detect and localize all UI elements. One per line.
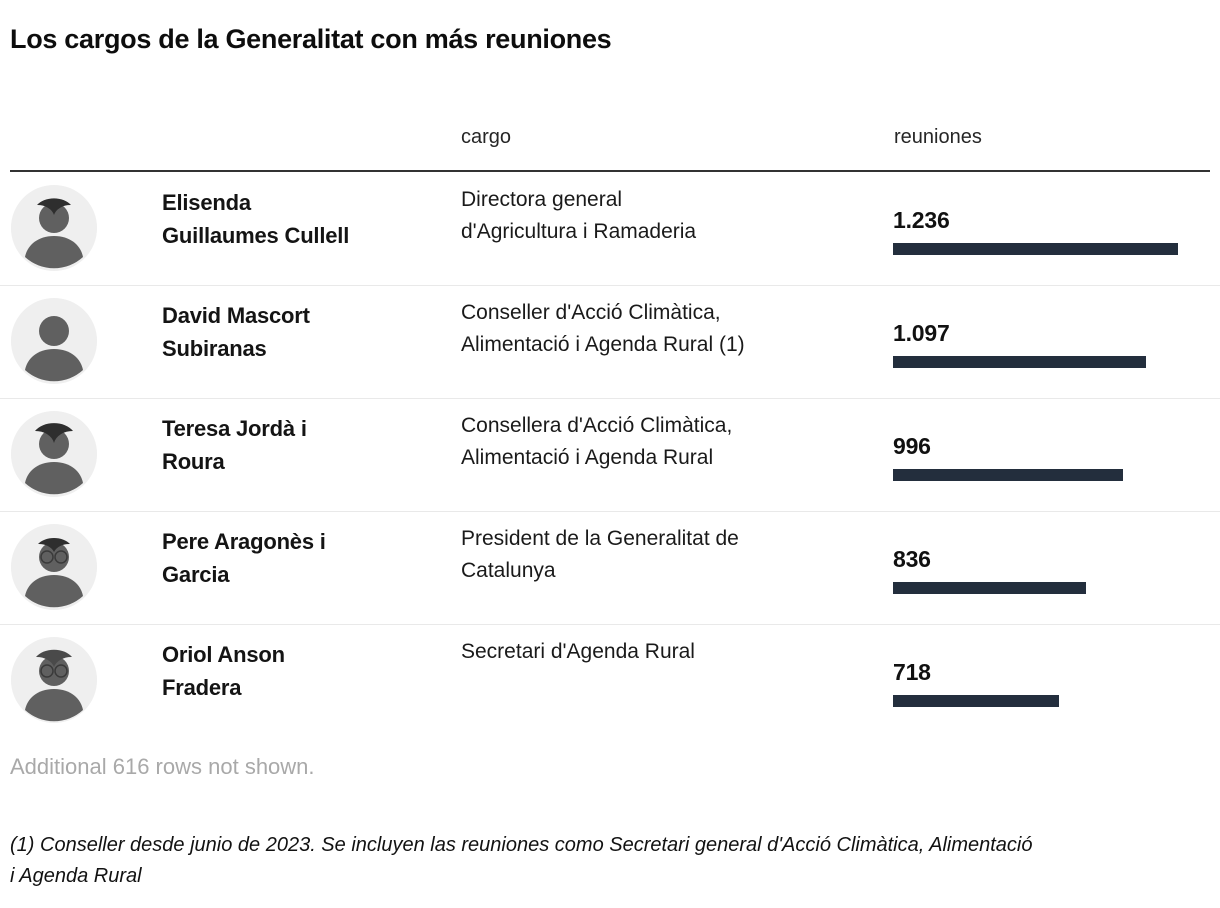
footnote: (1) Conseller desde junio de 2023. Se in… <box>10 830 1215 892</box>
table-row: Oriol Anson Fradera Secretari d'Agenda R… <box>0 625 1220 738</box>
page-title: Los cargos de la Generalitat con más reu… <box>10 24 612 54</box>
avatar <box>11 298 97 384</box>
person-photo-icon <box>11 411 97 497</box>
value-bar <box>893 243 1178 255</box>
table-row: David Mascort Subiranas Conseller d'Acci… <box>0 286 1220 399</box>
person-cargo: Conseller d'Acció Climàtica, Alimentació… <box>461 301 745 356</box>
value-bar <box>893 356 1146 368</box>
person-cargo: Consellera d'Acció Climàtica, Alimentaci… <box>461 414 733 469</box>
value-bar <box>893 582 1086 594</box>
person-name: David Mascort Subiranas <box>162 303 310 361</box>
table-body: Elisenda Guillaumes Cullell Directora ge… <box>0 173 1220 738</box>
avatar <box>11 185 97 271</box>
table-row: Teresa Jordà i Roura Consellera d'Acció … <box>0 399 1220 512</box>
avatar <box>11 637 97 723</box>
person-name: Teresa Jordà i Roura <box>162 416 307 474</box>
value-label: 1.097 <box>893 320 950 346</box>
person-photo-icon <box>11 637 97 723</box>
additional-rows-note: Additional 616 rows not shown. <box>10 754 315 779</box>
table-row: Elisenda Guillaumes Cullell Directora ge… <box>0 173 1220 286</box>
avatar <box>11 411 97 497</box>
person-name: Elisenda Guillaumes Cullell <box>162 190 350 248</box>
person-cargo: President de la Generalitat de Catalunya <box>461 527 739 582</box>
value-label: 996 <box>893 433 931 459</box>
footnote-line: (1) Conseller desde junio de 2023. Se in… <box>10 834 1033 856</box>
person-photo-icon <box>11 185 97 271</box>
person-name: Pere Aragonès i Garcia <box>162 529 326 587</box>
person-cargo: Directora general d'Agricultura i Ramade… <box>461 188 697 243</box>
value-label: 1.236 <box>893 207 950 233</box>
person-name: Oriol Anson Fradera <box>162 642 285 700</box>
footnote-line: i Agenda Rural <box>10 865 142 887</box>
value-bar <box>893 469 1123 481</box>
value-label: 836 <box>893 546 931 572</box>
value-label: 718 <box>893 659 931 685</box>
column-header-cargo: cargo <box>461 126 512 148</box>
value-bar <box>893 695 1059 707</box>
column-header-reuniones: reuniones <box>894 126 982 148</box>
avatar <box>11 524 97 610</box>
header-rule <box>10 170 1210 172</box>
table-row: Pere Aragonès i Garcia President de la G… <box>0 512 1220 625</box>
person-photo-icon <box>11 298 97 384</box>
person-cargo: Secretari d'Agenda Rural <box>461 640 695 663</box>
person-photo-icon <box>11 524 97 610</box>
